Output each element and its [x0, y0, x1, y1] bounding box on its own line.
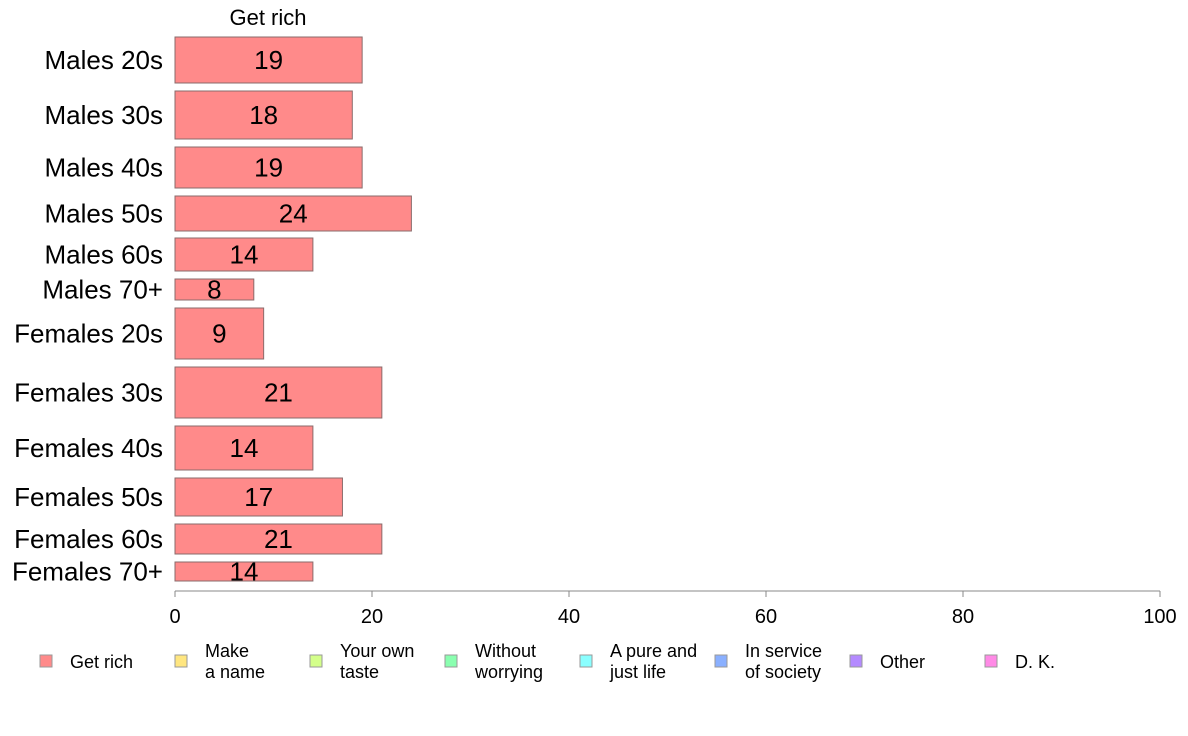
- data-label: 21: [264, 378, 293, 408]
- category-label: Males 40s: [45, 153, 164, 183]
- legend-label: taste: [340, 662, 379, 682]
- bar-females-30s: [174, 366, 383, 419]
- bar-females-20s: [174, 307, 265, 360]
- category-label: Females 30s: [14, 378, 163, 408]
- bar-females-50s: [174, 477, 343, 517]
- x-tick-label: 40: [558, 606, 580, 628]
- category-label: Females 50s: [14, 482, 163, 512]
- category-label: Females 20s: [14, 319, 163, 349]
- category-label: Females 70+: [12, 557, 163, 587]
- legend-swatch: [174, 654, 188, 668]
- legend-label: In service: [745, 641, 822, 661]
- x-axis: 0 20 40 60 80 100: [169, 590, 1177, 628]
- bar-males-60s: [174, 237, 314, 272]
- bar-males-40s: [174, 146, 363, 189]
- data-label: 19: [254, 45, 283, 75]
- data-label: 8: [207, 275, 221, 305]
- x-tick-label: 0: [169, 606, 180, 628]
- legend-swatch: [984, 654, 998, 668]
- legend-item: D. K.: [984, 652, 1055, 672]
- category-label: Males 20s: [45, 45, 164, 75]
- legend-label: of society: [745, 662, 821, 682]
- data-label: 14: [229, 557, 258, 587]
- legend-swatch: [579, 654, 593, 668]
- legend-swatch: [849, 654, 863, 668]
- legend-swatch: [39, 654, 53, 668]
- legend-label: just life: [609, 662, 666, 682]
- category-label: Males 70+: [42, 275, 163, 305]
- category-label: Males 50s: [45, 199, 164, 229]
- data-label: 9: [212, 319, 226, 349]
- legend-label: Get rich: [70, 652, 133, 672]
- data-label: 19: [254, 153, 283, 183]
- data-label: 24: [279, 199, 308, 229]
- legend-swatch: [309, 654, 323, 668]
- legend-label: A pure and: [610, 641, 697, 661]
- legend-label: worrying: [474, 662, 543, 682]
- category-label: Males 60s: [45, 240, 164, 270]
- x-tick-label: 20: [361, 606, 383, 628]
- bar-females-60s: [174, 523, 383, 555]
- legend-label: D. K.: [1015, 652, 1055, 672]
- bar-males-20s: [174, 36, 363, 84]
- x-tick-label: 100: [1143, 606, 1176, 628]
- category-label: Females 40s: [14, 433, 163, 463]
- bars: [174, 36, 412, 582]
- data-label: 14: [229, 240, 258, 270]
- bar-males-70: [174, 278, 255, 301]
- data-label: 21: [264, 524, 293, 554]
- bar-females-70: [174, 561, 314, 582]
- data-label: 14: [229, 433, 258, 463]
- legend-swatch: [714, 654, 728, 668]
- data-label: 17: [244, 482, 273, 512]
- bar-males-30s: [174, 90, 353, 140]
- category-labels: Males 20s Males 30s Males 40s Males 50s Male…: [12, 45, 163, 587]
- legend-label: Your own: [340, 641, 414, 661]
- bar-males-50s: [174, 195, 412, 232]
- category-label: Males 30s: [45, 100, 164, 130]
- legend-label: Without: [475, 641, 536, 661]
- legend-label: Other: [880, 652, 925, 672]
- legend-label: Make: [205, 641, 249, 661]
- x-tick-label: 60: [755, 606, 777, 628]
- legend-item: Other: [849, 652, 925, 672]
- category-label: Females 60s: [14, 524, 163, 554]
- bar-females-40s: [174, 425, 314, 471]
- data-label: 18: [249, 100, 278, 130]
- panel-title: Get rich: [229, 5, 306, 30]
- legend-swatch: [444, 654, 458, 668]
- legend-label: a name: [205, 662, 265, 682]
- x-tick-label: 80: [952, 606, 974, 628]
- legend-item: Get rich: [39, 652, 133, 672]
